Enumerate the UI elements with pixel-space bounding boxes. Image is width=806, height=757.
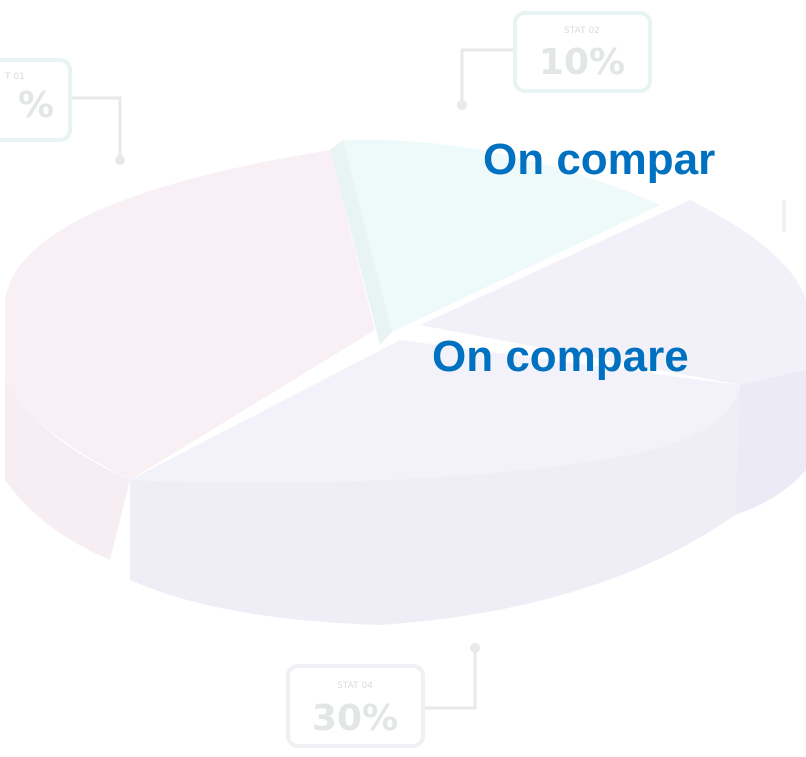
callout: STAT 02 10%	[457, 11, 652, 110]
slice-side	[735, 370, 806, 515]
slice	[420, 200, 806, 385]
callout-value: 10%	[539, 42, 625, 83]
callout: T 01 %	[0, 58, 125, 165]
callout-value: %	[18, 85, 54, 126]
slice-side	[5, 300, 130, 560]
callout: STAT 04 30%	[286, 643, 480, 748]
heading: On compar	[483, 135, 715, 184]
callout-label: STAT 02	[564, 26, 600, 36]
slice	[130, 340, 740, 483]
callout-value: 30%	[312, 698, 398, 739]
slice-side	[130, 385, 740, 625]
heading: On compare	[432, 332, 689, 381]
slice-side	[330, 140, 392, 345]
callout-label: STAT 04	[337, 681, 373, 691]
pie-graphic	[5, 139, 806, 625]
callout-label: T 01	[4, 72, 25, 82]
slice	[343, 139, 660, 332]
slice	[5, 150, 375, 480]
